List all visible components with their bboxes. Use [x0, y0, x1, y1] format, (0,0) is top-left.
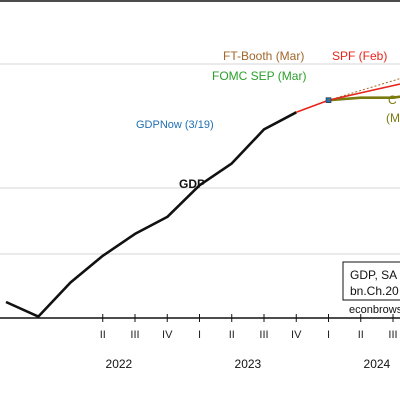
x-tick-quarter-label: IV — [291, 329, 302, 341]
gdpnow-label: GDPNow (3/19) — [136, 119, 214, 131]
x-tick-quarter-label: II — [229, 329, 235, 341]
legend-box-frame — [342, 261, 400, 301]
x-tick-quarter-label: III — [259, 329, 268, 341]
legend-box-line2: bn.Ch.20 — [350, 284, 399, 298]
x-tick-quarter-label: I — [198, 329, 201, 341]
gridlines — [0, 63, 400, 255]
x-tick-quarter-label: III — [388, 329, 397, 341]
x-tick-quarter-label: II — [358, 329, 364, 341]
legend-box-line1: GDP, SA — [350, 268, 397, 282]
ftbooth-label: FT-Booth (Mar) — [223, 49, 304, 63]
x-tick-quarter-label: IV — [162, 329, 173, 341]
x-tick-quarter-label: III — [130, 329, 139, 341]
spf-label: SPF (Feb) — [332, 49, 387, 63]
x-tick-quarter-label: I — [327, 329, 330, 341]
series-spf-line — [296, 83, 400, 114]
series-cbo-line — [328, 95, 400, 102]
watermark: econbrows — [349, 304, 400, 316]
x-tick-quarter-label: II — [100, 329, 106, 341]
x-tick-year-label: 2024 — [364, 357, 391, 371]
series-layer — [5, 78, 400, 318]
gdp-label: GDP — [179, 177, 205, 191]
legend-box: GDP, SA bn.Ch.20 — [342, 261, 400, 301]
x-axis-ticks: IIIIIIVIIIIIIIVIIIIIIIVIIIIII20222023202… — [100, 314, 398, 371]
cbo-label-line1: C — [388, 93, 397, 107]
ftbooth-connector — [328, 78, 400, 101]
x-tick-year-label: 2023 — [235, 357, 262, 371]
cbo-label-line2: (M — [386, 111, 400, 125]
series-gdp-line — [5, 111, 297, 318]
fomc-label: FOMC SEP (Mar) — [212, 69, 306, 83]
x-tick-year-label: 2022 — [106, 357, 133, 371]
